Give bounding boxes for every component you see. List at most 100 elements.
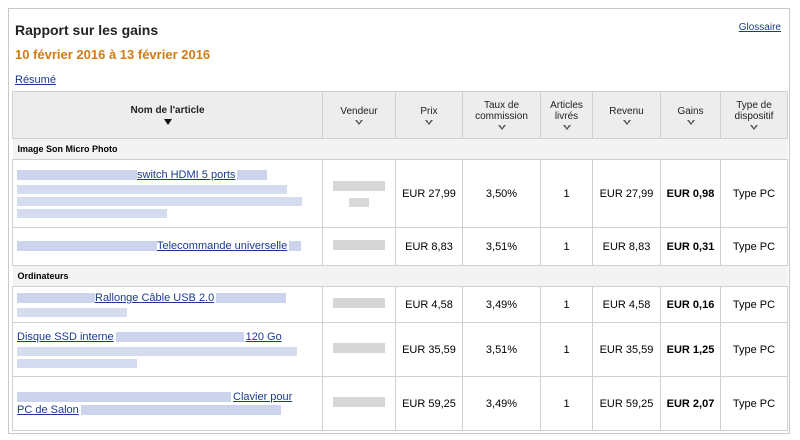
item-name-cell: Rallonge Câble USB 2.0 (12, 286, 323, 323)
redacted-text (17, 293, 95, 304)
redacted-text (216, 293, 287, 304)
category-label: Image Son Micro Photo (12, 138, 788, 160)
table-row: switch HDMI 5 ports EUR 27,99 3,50% 1 EU… (12, 159, 788, 228)
glossary-link[interactable]: Glossaire (738, 22, 781, 33)
table-header-row: Nom de l'article Vendeur Prix Taux de co… (12, 91, 788, 139)
table-row: Disque SSD interne 120 Go EUR 35,59 3,51%… (12, 322, 788, 377)
earnings-table: Nom de l'article Vendeur Prix Taux de co… (12, 91, 788, 431)
redacted-text (17, 391, 231, 402)
summary-link[interactable]: Résumé (15, 74, 56, 86)
column-header-price[interactable]: Prix (395, 91, 463, 139)
redacted-vendor (333, 397, 385, 407)
gains-cell: EUR 0,16 (660, 286, 721, 323)
redacted-text (17, 347, 297, 356)
page-title: Rapport sur les gains (15, 22, 159, 38)
gains-cell: EUR 0,98 (660, 159, 721, 228)
redacted-vendor (333, 180, 385, 191)
redacted-vendor (333, 240, 385, 250)
redacted-text (115, 332, 244, 343)
sort-icon (622, 119, 631, 125)
commission-cell: 3,51% (462, 227, 541, 266)
earnings-report-panel: Rapport sur les gains Glossaire 10 févri… (8, 8, 790, 434)
redacted-text (17, 308, 127, 317)
category-row: Ordinateurs (12, 265, 788, 287)
item-name-cell: Clavier pour PC de Salon (12, 376, 323, 431)
item-link[interactable]: Rallonge Câble USB 2.0 (95, 292, 215, 304)
redacted-text (17, 170, 137, 181)
sort-icon (355, 119, 363, 125)
device-cell: Type PC (720, 159, 788, 228)
sort-icon (750, 125, 758, 130)
gains-cell: EUR 1,25 (660, 322, 721, 377)
redacted-text (237, 170, 268, 181)
item-link[interactable]: Clavier pour (233, 390, 293, 403)
item-name-cell: Telecommande universelle (12, 227, 323, 266)
item-name-cell: switch HDMI 5 ports (12, 159, 323, 228)
redacted-text (17, 197, 302, 206)
column-header-gains-label: Gains (677, 105, 704, 117)
device-cell: Type PC (720, 322, 788, 377)
redacted-text (17, 185, 287, 194)
column-header-name[interactable]: Nom de l'article (12, 91, 323, 139)
item-link[interactable]: Telecommande universelle (157, 240, 288, 252)
revenue-cell: EUR 59,25 (592, 376, 661, 431)
item-link[interactable]: switch HDMI 5 ports (137, 169, 236, 181)
revenue-cell: EUR 4,58 (592, 286, 661, 323)
column-header-vendor-label: Vendeur (340, 105, 378, 117)
price-cell: EUR 27,99 (395, 159, 463, 228)
sort-icon (562, 125, 571, 130)
item-name-cell: Disque SSD interne 120 Go (12, 322, 323, 377)
table-row: Clavier pour PC de Salon EUR 59,25 3,49%… (12, 376, 788, 431)
device-cell: Type PC (720, 227, 788, 266)
column-header-revenue-label: Revenu (609, 105, 644, 117)
commission-cell: 3,51% (462, 322, 541, 377)
column-header-commission-label-1: Taux de (483, 100, 520, 111)
sort-icon (686, 119, 695, 125)
gains-cell: EUR 0,31 (660, 227, 721, 266)
redacted-text (17, 209, 167, 218)
sort-icon (425, 119, 433, 125)
device-cell: Type PC (720, 286, 788, 323)
column-header-device-label-2: dispositif (734, 111, 774, 122)
revenue-cell: EUR 27,99 (592, 159, 661, 228)
redacted-text (80, 404, 281, 415)
column-header-delivered[interactable]: Articles livrés (540, 91, 593, 139)
column-header-device[interactable]: Type de dispositif (720, 91, 788, 139)
vendor-cell (322, 286, 396, 323)
column-header-commission-label-2: commission (475, 111, 528, 122)
delivered-cell: 1 (540, 159, 593, 228)
column-header-price-label: Prix (420, 105, 438, 117)
item-link[interactable]: 120 Go (245, 331, 282, 343)
column-header-gains[interactable]: Gains (660, 91, 721, 139)
gains-cell: EUR 2,07 (660, 376, 721, 431)
sort-desc-icon (163, 119, 172, 125)
column-header-commission[interactable]: Taux de commission (462, 91, 541, 139)
category-row: Image Son Micro Photo (12, 138, 788, 160)
commission-cell: 3,50% (462, 159, 541, 228)
delivered-cell: 1 (540, 227, 593, 266)
item-link[interactable]: Disque SSD interne (17, 331, 114, 343)
column-header-delivered-label-1: Articles (550, 100, 583, 111)
vendor-cell (322, 376, 396, 431)
vendor-cell (322, 227, 396, 266)
sort-icon (497, 125, 506, 130)
device-cell: Type PC (720, 376, 788, 431)
revenue-cell: EUR 8,83 (592, 227, 661, 266)
price-cell: EUR 35,59 (395, 322, 463, 377)
commission-cell: 3,49% (462, 376, 541, 431)
column-header-revenue[interactable]: Revenu (592, 91, 661, 139)
price-cell: EUR 8,83 (395, 227, 463, 266)
vendor-cell (322, 322, 396, 377)
column-header-vendor[interactable]: Vendeur (322, 91, 396, 139)
item-link[interactable]: PC de Salon (17, 403, 79, 416)
vendor-cell (322, 159, 396, 228)
commission-cell: 3,49% (462, 286, 541, 323)
table-row: Rallonge Câble USB 2.0 EUR 4,58 3,49% 1 … (12, 286, 788, 323)
redacted-text (17, 241, 157, 252)
delivered-cell: 1 (540, 286, 593, 323)
column-header-name-label: Nom de l'article (130, 105, 205, 116)
category-label: Ordinateurs (12, 265, 788, 287)
table-row: Telecommande universelle EUR 8,83 3,51% … (12, 227, 788, 266)
redacted-text (289, 241, 302, 252)
redacted-vendor (333, 298, 385, 308)
